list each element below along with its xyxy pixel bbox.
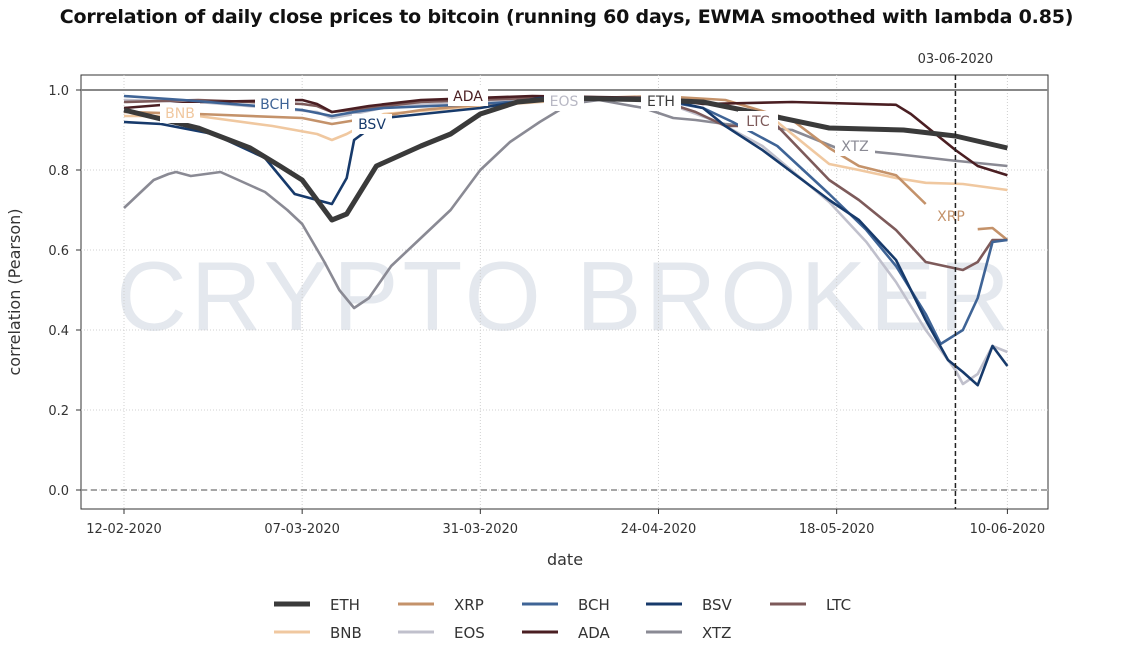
legend-label: BCH <box>578 596 610 614</box>
y-tick-label: 0.0 <box>48 484 69 499</box>
y-tick-label: 0.4 <box>48 324 69 339</box>
legend-item-eth: ETH <box>274 596 360 614</box>
series-label-xtz: XTZ <box>841 139 869 155</box>
series-label-background <box>738 111 778 131</box>
series-line-bch <box>123 94 1008 346</box>
series-label-eth: ETH <box>647 94 675 110</box>
legend-item-ada: ADA <box>522 624 611 642</box>
y-tick-label: 0.8 <box>48 164 69 179</box>
legend-item-xtz: XTZ <box>646 624 731 642</box>
x-tick-label: 10-06-2020 <box>970 522 1046 537</box>
x-tick-label: 24-04-2020 <box>621 522 697 537</box>
legend-label: XTZ <box>702 624 731 642</box>
legend-item-bnb: BNB <box>274 624 362 642</box>
x-tick-label: 18-05-2020 <box>799 522 875 537</box>
series-label-background <box>160 103 200 123</box>
series-label-xrp: XRP <box>937 209 965 225</box>
legend-item-bch: BCH <box>522 596 610 614</box>
legend-label: LTC <box>826 596 851 614</box>
series-label-ltc: LTC <box>746 114 770 130</box>
legend-label: XRP <box>454 596 484 614</box>
legend-item-ltc: LTC <box>770 596 851 614</box>
series-label-bsv: BSV <box>358 117 386 133</box>
series-label-background <box>931 206 971 226</box>
x-tick-label: 31-03-2020 <box>443 522 519 537</box>
series-label-background <box>448 86 488 106</box>
series-label-background <box>352 114 392 134</box>
legend-label: ADA <box>578 624 611 642</box>
legend-item-bsv: BSV <box>646 596 733 614</box>
series-label-background <box>641 91 681 111</box>
series-line-eth <box>123 95 1008 223</box>
series-line-ltc <box>123 96 1008 272</box>
legend-label: EOS <box>454 624 485 642</box>
y-tick-label: 1.0 <box>48 84 69 99</box>
series-label-bnb: BNB <box>165 106 195 122</box>
legend-label: BSV <box>702 596 733 614</box>
x-tick-label: 12-02-2020 <box>86 522 162 537</box>
watermark: CRYPTO BROKER <box>116 241 1014 351</box>
series-label-background <box>835 136 875 156</box>
legend-item-eos: EOS <box>398 624 485 642</box>
series-label-eos: EOS <box>550 94 579 110</box>
marker-vline-label: 03-06-2020 <box>918 52 994 67</box>
y-tick-label: 0.2 <box>48 404 69 419</box>
y-axis-label: correlation (Pearson) <box>5 209 24 376</box>
legend-label: ETH <box>330 596 360 614</box>
series-label-bch: BCH <box>260 97 290 113</box>
x-axis-label: date <box>547 550 583 569</box>
chart-title: Correlation of daily close prices to bit… <box>59 6 1074 28</box>
x-tick-label: 07-03-2020 <box>264 522 340 537</box>
y-tick-label: 0.6 <box>48 244 69 259</box>
series-label-background <box>255 94 295 114</box>
legend-label: BNB <box>330 624 362 642</box>
series-label-background <box>544 91 584 111</box>
legend-item-xrp: XRP <box>398 596 484 614</box>
series-label-ada: ADA <box>453 89 483 105</box>
